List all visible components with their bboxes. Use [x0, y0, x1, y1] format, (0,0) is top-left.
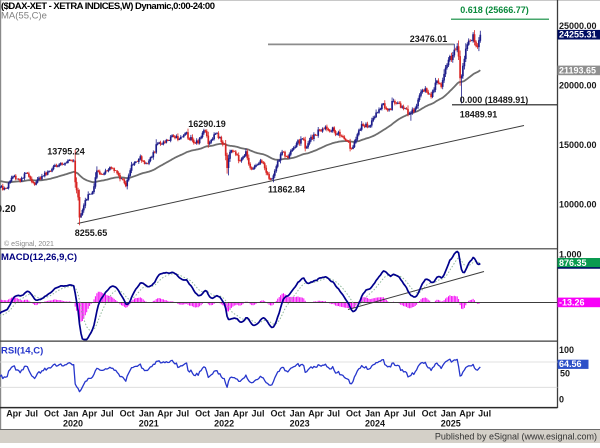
- svg-text:Jul: Jul: [252, 409, 265, 419]
- svg-text:Jan: Jan: [441, 409, 457, 419]
- svg-text:Apr: Apr: [459, 409, 475, 419]
- svg-text:0.20: 0.20: [0, 204, 16, 215]
- svg-text:0: 0: [559, 395, 564, 405]
- svg-text:20000.00: 20000.00: [559, 81, 597, 91]
- svg-text:2025: 2025: [441, 419, 461, 429]
- svg-text:Jan: Jan: [290, 409, 306, 419]
- svg-text:Jul: Jul: [176, 409, 189, 419]
- svg-text:11862.84: 11862.84: [268, 185, 305, 195]
- svg-text:Apr: Apr: [308, 409, 324, 419]
- svg-text:2020: 2020: [63, 419, 83, 429]
- svg-text:16290.19: 16290.19: [188, 119, 226, 129]
- svg-text:MA(55,C)e: MA(55,C)e: [1, 11, 47, 22]
- svg-text:Apr: Apr: [82, 409, 98, 419]
- svg-text:Jul: Jul: [327, 409, 340, 419]
- svg-text:Jan: Jan: [365, 409, 381, 419]
- svg-text:50: 50: [560, 369, 570, 379]
- svg-text:Apr: Apr: [6, 409, 22, 419]
- svg-text:21193.65: 21193.65: [559, 65, 596, 75]
- svg-text:RSI(14,C): RSI(14,C): [1, 346, 43, 357]
- svg-text:64.56: 64.56: [559, 359, 582, 369]
- svg-text:2023: 2023: [290, 419, 310, 429]
- svg-text:© eSignal, 2021: © eSignal, 2021: [4, 240, 54, 248]
- svg-text:Apr: Apr: [157, 409, 173, 419]
- svg-text:8255.65: 8255.65: [75, 228, 108, 238]
- svg-text:0.618 (25666.77): 0.618 (25666.77): [460, 5, 529, 15]
- svg-text:Jan: Jan: [214, 409, 230, 419]
- svg-text:Jul: Jul: [403, 409, 416, 419]
- svg-text:10000.00: 10000.00: [559, 200, 597, 210]
- svg-text:0.000 (18489.91): 0.000 (18489.91): [460, 95, 529, 105]
- svg-text:Apr: Apr: [384, 409, 400, 419]
- svg-text:Jul: Jul: [101, 409, 114, 419]
- svg-text:23476.01: 23476.01: [410, 34, 448, 44]
- svg-text:Oct: Oct: [271, 409, 286, 419]
- svg-text:Published by eSignal (www.esig: Published by eSignal (www.esignal.com): [435, 432, 597, 442]
- svg-text:Jul: Jul: [25, 409, 38, 419]
- svg-text:MACD(12,26,9,C): MACD(12,26,9,C): [1, 252, 77, 263]
- svg-text:876.35: 876.35: [559, 258, 587, 268]
- svg-text:-13.26: -13.26: [559, 297, 585, 307]
- svg-text:15000.00: 15000.00: [559, 140, 597, 150]
- svg-text:13795.24: 13795.24: [47, 147, 85, 157]
- svg-text:Jul: Jul: [478, 409, 491, 419]
- svg-text:Oct: Oct: [195, 409, 210, 419]
- svg-text:Oct: Oct: [422, 409, 437, 419]
- svg-text:18489.91: 18489.91: [460, 110, 498, 120]
- svg-text:Apr: Apr: [233, 409, 249, 419]
- svg-text:Oct: Oct: [44, 409, 59, 419]
- svg-text:100: 100: [559, 345, 574, 355]
- svg-text:Oct: Oct: [346, 409, 361, 419]
- svg-text:Jan: Jan: [63, 409, 79, 419]
- svg-text:2024: 2024: [365, 419, 385, 429]
- svg-text:Oct: Oct: [120, 409, 135, 419]
- svg-text:Jan: Jan: [139, 409, 155, 419]
- svg-text:2022: 2022: [214, 419, 234, 429]
- svg-text:2021: 2021: [139, 419, 159, 429]
- svg-text:24255.31: 24255.31: [559, 30, 597, 40]
